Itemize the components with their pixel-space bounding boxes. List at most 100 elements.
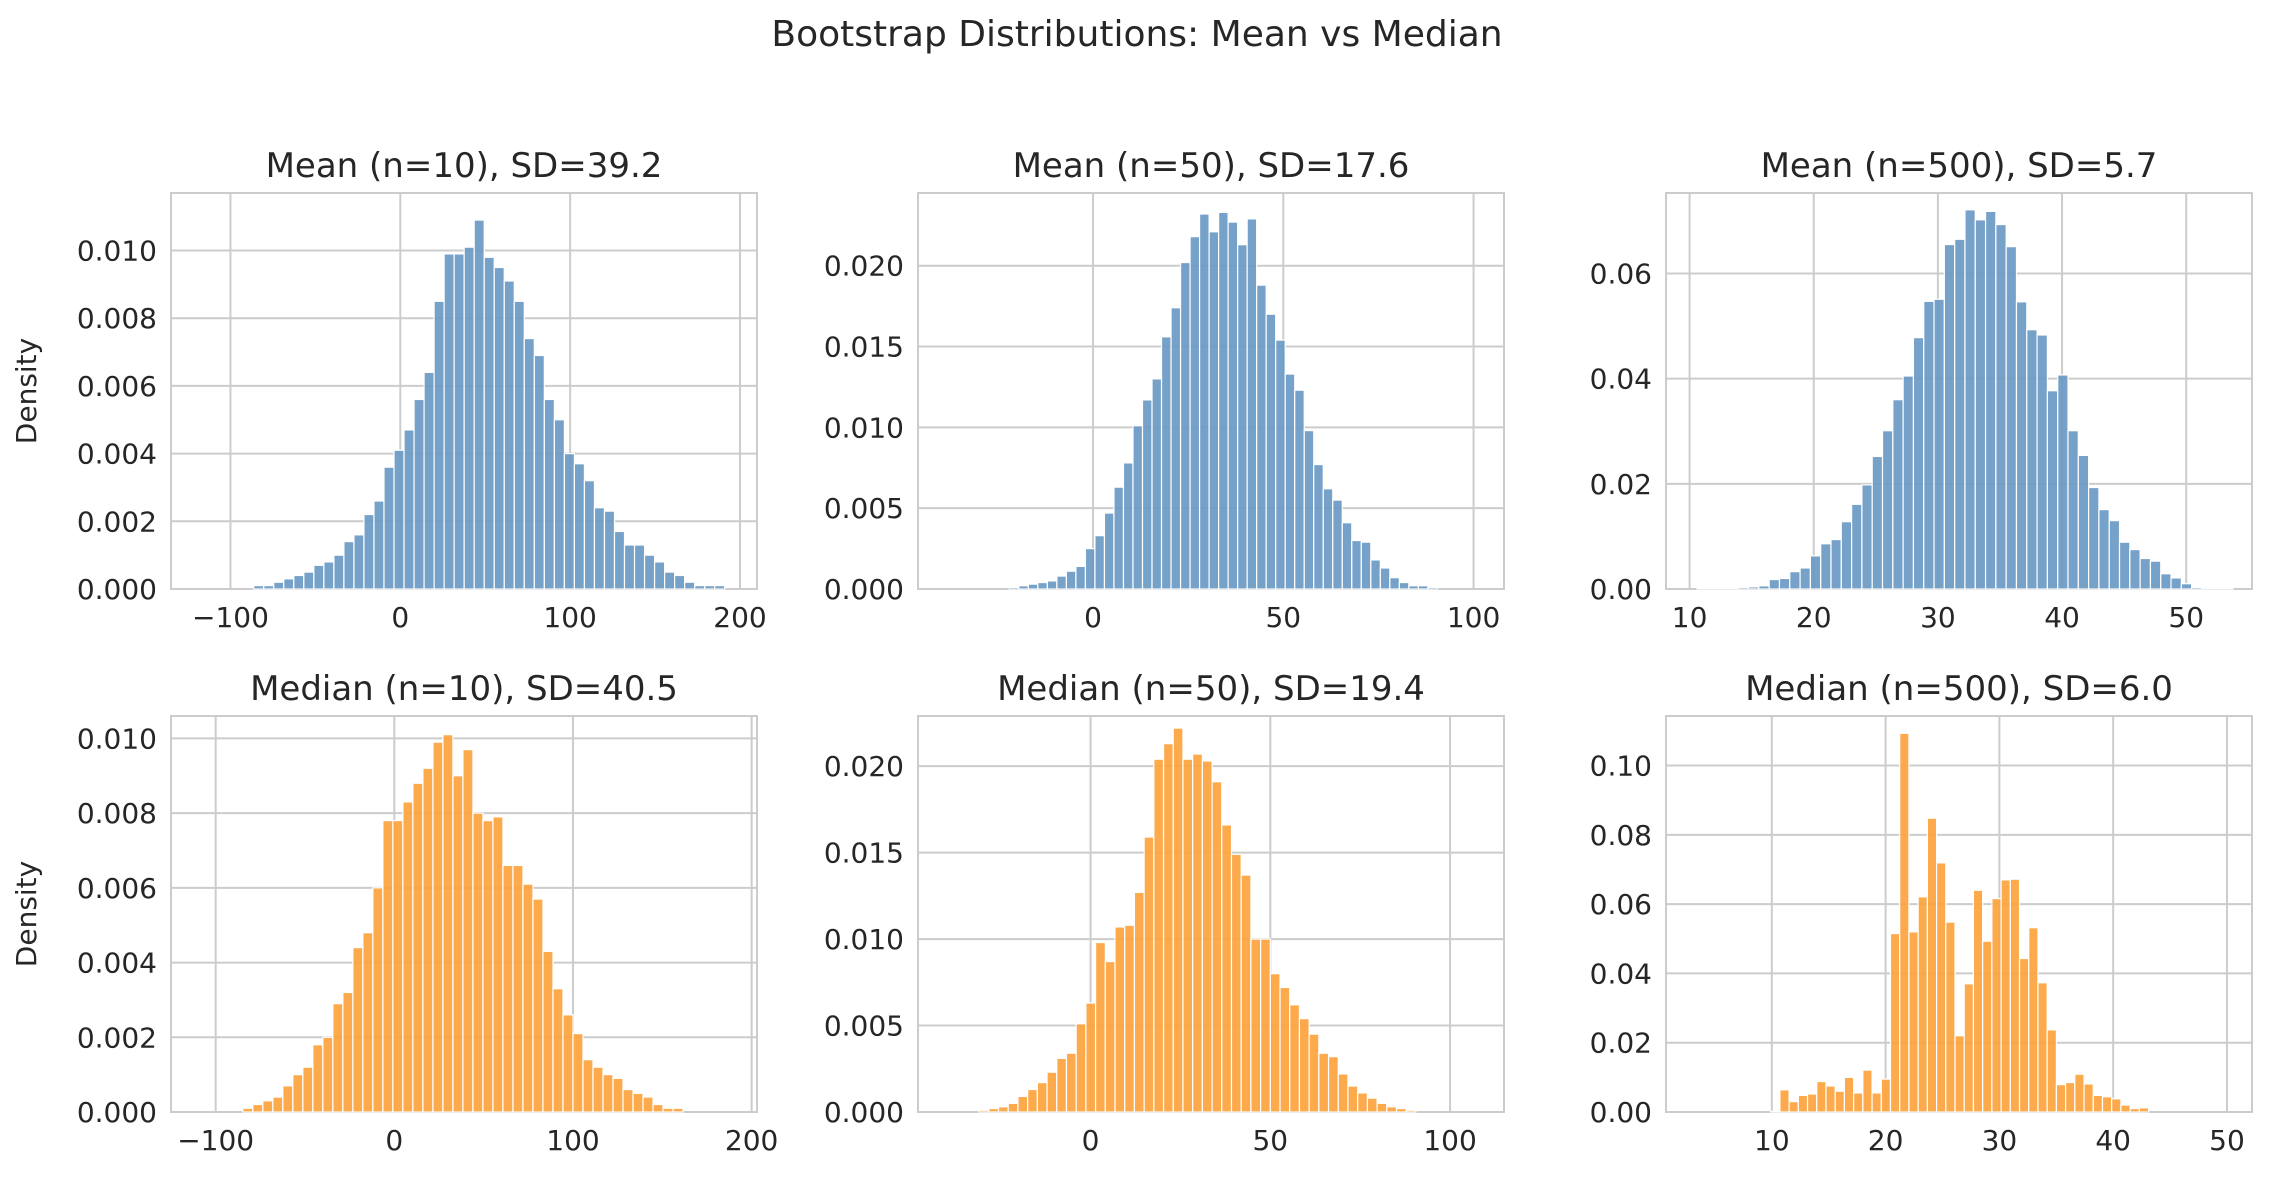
- histogram-bar: [332, 1003, 344, 1113]
- histogram-bar: [1825, 1085, 1836, 1113]
- histogram-bar: [262, 1100, 274, 1113]
- y-tick-label: 0.10: [1590, 750, 1652, 783]
- histogram-bar: [2120, 1104, 2131, 1113]
- histogram-bar: [323, 561, 335, 590]
- histogram-bar: [1972, 889, 1984, 1113]
- y-tick-label: 0.004: [77, 947, 157, 980]
- histogram-bar: [2005, 246, 2018, 590]
- histogram-bar: [1017, 1095, 1029, 1113]
- histogram-bar: [1132, 425, 1144, 590]
- histogram-bar: [523, 337, 535, 590]
- histogram-bar: [663, 571, 676, 590]
- histogram-bar: [1417, 585, 1429, 590]
- histogram-bar: [633, 544, 646, 590]
- histogram-bar: [552, 988, 564, 1113]
- histogram-bar: [1789, 571, 1801, 590]
- histogram-bar: [1816, 1080, 1827, 1113]
- histogram-bar: [1327, 1056, 1339, 1113]
- histogram-bar: [352, 947, 364, 1113]
- histogram-bar: [2129, 1107, 2140, 1113]
- histogram-bar: [1933, 298, 1945, 590]
- histogram-bar: [1943, 243, 1956, 590]
- histogram-bar: [2180, 583, 2193, 590]
- histogram-bar: [1770, 1110, 1781, 1113]
- histogram-bar: [2046, 390, 2059, 590]
- histogram-bar: [1717, 587, 1729, 590]
- y-tick-label: 0.06: [1590, 888, 1652, 921]
- x-tick-label: 50: [2168, 601, 2204, 634]
- histogram-bar: [2221, 587, 2234, 590]
- histogram-bar: [582, 1059, 594, 1113]
- histogram-bar: [442, 734, 454, 1113]
- histogram-bar: [2139, 557, 2152, 590]
- histogram-bar: [273, 581, 285, 590]
- histogram-bar: [653, 561, 666, 590]
- histogram-bar: [613, 530, 626, 590]
- histogram-bar: [2015, 301, 2028, 590]
- histogram-bar: [1341, 522, 1353, 590]
- histogram-bar: [2065, 1081, 2076, 1113]
- histogram-bar: [1172, 727, 1184, 1113]
- histogram-bar: [1376, 1102, 1388, 1113]
- histogram-bar: [1954, 1035, 1965, 1113]
- y-tick-label: 0.020: [824, 750, 904, 783]
- histogram-bar: [1036, 1082, 1048, 1113]
- histogram-bar: [562, 1014, 574, 1113]
- histogram-bar: [1084, 547, 1096, 590]
- histogram-bar: [1862, 1069, 1873, 1113]
- histogram-bar: [1851, 503, 1863, 590]
- histogram-bar: [1103, 512, 1115, 590]
- histogram-bar: [2138, 1107, 2150, 1113]
- histogram-bar: [403, 429, 415, 590]
- histogram-bar: [2108, 520, 2121, 590]
- histogram-bar: [543, 398, 555, 590]
- histogram-bar: [1778, 577, 1791, 590]
- histogram-bar: [1179, 261, 1191, 590]
- histogram-bar: [1889, 932, 1901, 1113]
- histogram-bar: [1211, 781, 1223, 1113]
- histogram-bar: [1982, 940, 1993, 1113]
- y-tick-label: 0.006: [77, 872, 157, 905]
- histogram-bar: [572, 1032, 584, 1113]
- histogram-bar: [513, 300, 525, 590]
- y-tick-label: 0.002: [77, 505, 157, 538]
- histogram-bar: [1386, 1106, 1398, 1113]
- x-tick-label: 30: [1982, 1124, 2018, 1157]
- histogram-bar: [593, 507, 606, 590]
- histogram-bar: [2000, 879, 2011, 1113]
- y-tick-label: 0.000: [77, 1096, 157, 1129]
- histogram-bar: [2149, 560, 2162, 590]
- histogram-bar: [2211, 587, 2224, 590]
- histogram-bar: [343, 541, 355, 590]
- histogram-bar: [694, 585, 706, 590]
- histogram-bar: [1899, 732, 1910, 1113]
- histogram-bar: [1347, 1085, 1359, 1113]
- histogram-bar: [1027, 583, 1039, 590]
- y-tick-label: 0.005: [824, 492, 904, 525]
- histogram-bar: [373, 500, 385, 590]
- histogram-bar: [2111, 1098, 2122, 1113]
- histogram-bar: [2057, 374, 2069, 590]
- histogram-bar: [2129, 548, 2141, 590]
- histogram-bar: [1830, 538, 1842, 590]
- histogram-bar: [1065, 570, 1077, 590]
- histogram-bar: [1075, 1023, 1087, 1113]
- histogram-bar: [1954, 238, 1966, 590]
- histogram-bar: [1797, 1094, 1809, 1113]
- histogram-bar: [1289, 1004, 1301, 1113]
- histogram-bar: [2046, 1029, 2058, 1113]
- histogram-bar: [1379, 567, 1391, 590]
- histogram-bar: [2101, 1096, 2113, 1113]
- histogram-bar: [492, 816, 504, 1113]
- histogram-bar: [1370, 559, 1381, 590]
- histogram-bar: [1332, 499, 1343, 590]
- histogram-bar: [2170, 577, 2182, 590]
- histogram-bar: [1046, 1071, 1058, 1113]
- histogram-bar: [1337, 1073, 1349, 1113]
- x-tick-label: 20: [1796, 601, 1832, 634]
- histogram-bar: [573, 463, 586, 590]
- y-axis-label: Density: [10, 861, 43, 967]
- y-tick-label: 0.015: [824, 837, 904, 870]
- y-tick-label: 0.010: [824, 923, 904, 956]
- histogram-bar: [372, 887, 384, 1113]
